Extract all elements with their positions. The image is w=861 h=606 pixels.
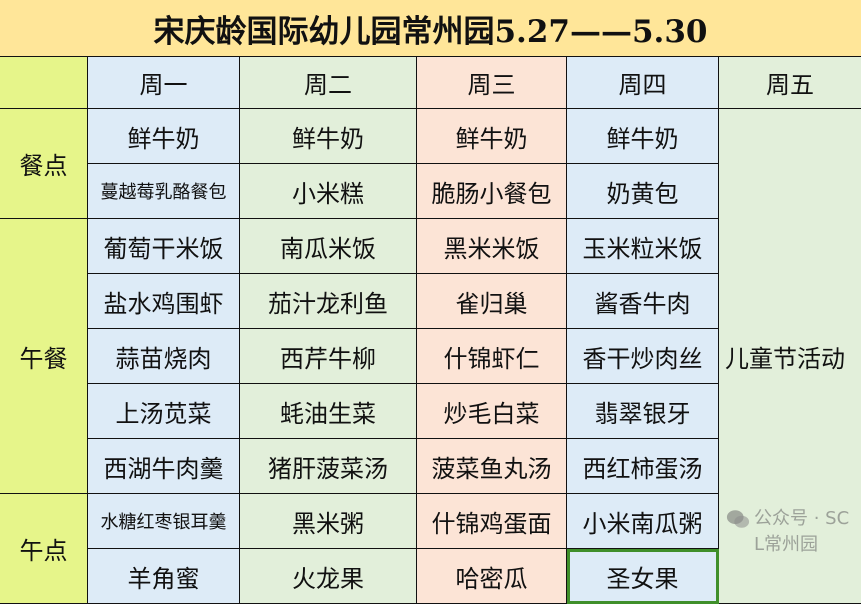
menu-cell[interactable]: 蒜苗烧肉 [88, 329, 240, 384]
menu-cell[interactable]: 什锦虾仁 [417, 329, 567, 384]
header-wed[interactable]: 周三 [417, 57, 567, 109]
menu-cell[interactable]: 水糖红枣银耳羹 [88, 494, 240, 549]
menu-cell[interactable]: 雀归巢 [417, 274, 567, 329]
menu-cell[interactable]: 西芹牛柳 [240, 329, 417, 384]
menu-cell[interactable]: 菠菜鱼丸汤 [417, 439, 567, 494]
menu-cell[interactable]: 奶黄包 [567, 164, 719, 219]
menu-cell[interactable]: 脆肠小餐包 [417, 164, 567, 219]
menu-cell[interactable]: 盐水鸡围虾 [88, 274, 240, 329]
section-label[interactable]: 午餐 [0, 219, 88, 494]
menu-cell[interactable]: 鲜牛奶 [88, 109, 240, 164]
header-mon[interactable]: 周一 [88, 57, 240, 109]
menu-cell[interactable]: 酱香牛肉 [567, 274, 719, 329]
sheet-title[interactable]: 宋庆龄国际幼儿园常州园5.27——5.30 [0, 0, 861, 57]
header-fri[interactable]: 周五 [719, 57, 861, 109]
menu-cell[interactable]: 翡翠银牙 [567, 384, 719, 439]
menu-cell[interactable]: 黑米粥 [240, 494, 417, 549]
menu-cell[interactable]: 小米南瓜粥 [567, 494, 719, 549]
menu-cell[interactable]: 猪肝菠菜汤 [240, 439, 417, 494]
menu-cell[interactable]: 南瓜米饭 [240, 219, 417, 274]
menu-cell[interactable]: 羊角蜜 [88, 549, 240, 604]
menu-cell[interactable]: 炒毛白菜 [417, 384, 567, 439]
menu-cell[interactable]: 什锦鸡蛋面 [417, 494, 567, 549]
friday-activity[interactable]: 儿童节活动 [719, 109, 861, 604]
menu-cell[interactable]: 圣女果 [567, 549, 719, 604]
menu-cell[interactable]: 西湖牛肉羹 [88, 439, 240, 494]
menu-cell[interactable]: 火龙果 [240, 549, 417, 604]
menu-cell[interactable]: 鲜牛奶 [240, 109, 417, 164]
section-label[interactable]: 餐点 [0, 109, 88, 219]
menu-cell[interactable]: 蚝油生菜 [240, 384, 417, 439]
menu-cell[interactable]: 哈密瓜 [417, 549, 567, 604]
menu-cell[interactable]: 上汤苋菜 [88, 384, 240, 439]
header-tue[interactable]: 周二 [240, 57, 417, 109]
menu-cell[interactable]: 鲜牛奶 [567, 109, 719, 164]
header-thu[interactable]: 周四 [567, 57, 719, 109]
menu-cell[interactable]: 小米糕 [240, 164, 417, 219]
menu-cell[interactable]: 西红柿蛋汤 [567, 439, 719, 494]
menu-cell[interactable]: 玉米粒米饭 [567, 219, 719, 274]
corner-cell[interactable] [0, 57, 88, 109]
menu-cell[interactable]: 茄汁龙利鱼 [240, 274, 417, 329]
menu-cell[interactable]: 葡萄干米饭 [88, 219, 240, 274]
menu-cell[interactable]: 鲜牛奶 [417, 109, 567, 164]
menu-cell[interactable]: 香干炒肉丝 [567, 329, 719, 384]
menu-cell[interactable]: 蔓越莓乳酪餐包 [88, 164, 240, 219]
section-label[interactable]: 午点 [0, 494, 88, 604]
menu-cell[interactable]: 黑米米饭 [417, 219, 567, 274]
